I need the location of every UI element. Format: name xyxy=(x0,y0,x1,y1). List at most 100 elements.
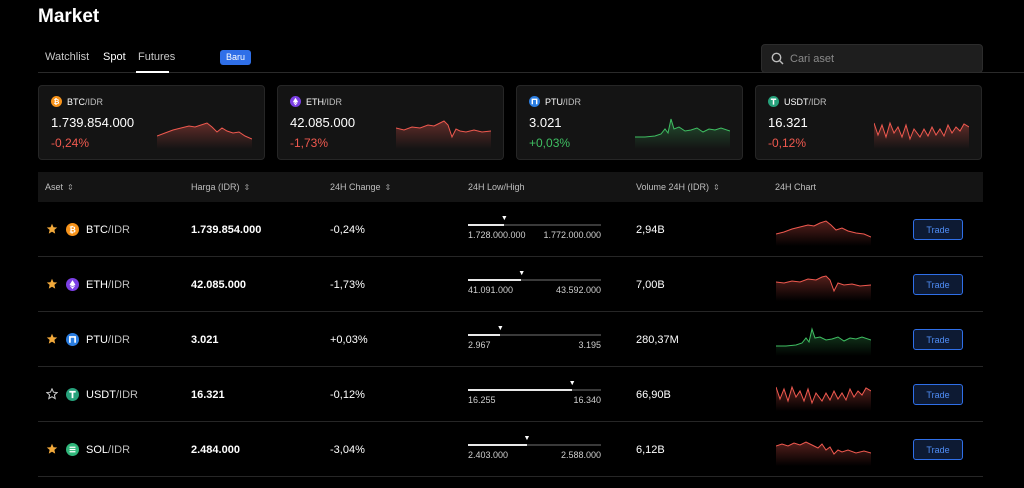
ptu-icon xyxy=(66,333,79,346)
sparkline-chart xyxy=(776,385,871,411)
asset-price: 42.085.000 xyxy=(191,279,247,291)
sparkline-chart xyxy=(874,121,969,149)
low-high-range: ▼ 2.403.000 2.588.000 xyxy=(468,434,601,464)
column-header-price[interactable]: Harga (IDR) ⇕ xyxy=(191,182,251,192)
range-marker-icon: ▼ xyxy=(568,380,576,387)
range-track xyxy=(468,279,601,281)
card-price: 42.085.000 xyxy=(290,115,356,130)
range-high: 43.592.000 xyxy=(555,285,601,295)
sparkline-chart xyxy=(776,220,871,246)
trade-button[interactable]: Trade xyxy=(913,384,963,405)
range-marker-icon: ▼ xyxy=(500,215,508,222)
card-pair: BTC/IDR xyxy=(67,97,103,107)
column-header-volume[interactable]: Volume 24H (IDR) ⇕ xyxy=(636,182,720,192)
table-row[interactable]: SOL/IDR 2.484.000 -3,04% ▼ 2.403.000 2.5… xyxy=(38,422,983,477)
column-header-change[interactable]: 24H Change ⇕ xyxy=(330,182,392,192)
star-icon[interactable] xyxy=(46,278,58,290)
svg-text:₿: ₿ xyxy=(54,98,60,106)
range-track xyxy=(468,444,601,446)
range-fill xyxy=(468,334,500,336)
star-outline-icon[interactable] xyxy=(46,388,58,400)
active-tab-indicator xyxy=(136,71,169,73)
range-high: 16.340 xyxy=(573,395,601,405)
ethereum-icon xyxy=(290,96,301,107)
sparkline-chart xyxy=(396,120,491,149)
range-high: 1.772.000.000 xyxy=(543,230,601,240)
asset-volume: 2,94B xyxy=(636,224,665,236)
card-change: -1,73% xyxy=(290,136,329,150)
range-fill xyxy=(468,389,572,391)
asset-pair: PTU/IDR xyxy=(86,334,130,346)
trade-button[interactable]: Trade xyxy=(913,439,963,460)
market-card-usdt[interactable]: USDT/IDR 16.321 -0,12% xyxy=(755,85,982,160)
range-track xyxy=(468,224,601,226)
market-tabs: Watchlist Spot Futures Baru xyxy=(38,46,1024,73)
table-row[interactable]: PTU/IDR 3.021 +0,03% ▼ 2.967 3.195 280,3… xyxy=(38,312,983,367)
table-row[interactable]: ETH/IDR 42.085.000 -1,73% ▼ 41.091.000 4… xyxy=(38,257,983,312)
card-price: 1.739.854.000 xyxy=(51,115,135,130)
range-low: 16.255 xyxy=(468,395,496,405)
asset-volume: 7,00B xyxy=(636,279,665,291)
asset-volume: 6,12B xyxy=(636,444,665,456)
sparkline-chart xyxy=(157,122,252,149)
tab-watchlist[interactable]: Watchlist xyxy=(45,51,90,63)
market-card-btc[interactable]: ₿ BTC/IDR 1.739.854.000 -0,24% xyxy=(38,85,265,160)
range-fill xyxy=(468,444,527,446)
column-header-asset[interactable]: Aset ⇕ xyxy=(45,182,74,192)
search-input[interactable] xyxy=(790,50,975,68)
asset-pair: USDT/IDR xyxy=(86,389,138,401)
sparkline-chart xyxy=(635,118,730,149)
card-price: 3.021 xyxy=(529,115,562,130)
sort-icon: ⇕ xyxy=(67,183,74,192)
table-row[interactable]: USDT/IDR 16.321 -0,12% ▼ 16.255 16.340 6… xyxy=(38,367,983,422)
trade-button[interactable]: Trade xyxy=(913,219,963,240)
sparkline-chart xyxy=(776,441,871,466)
card-change: -0,12% xyxy=(768,136,807,150)
card-pair: ETH/IDR xyxy=(306,97,342,107)
trade-button[interactable]: Trade xyxy=(913,274,963,295)
bitcoin-icon: ₿ xyxy=(51,96,62,107)
asset-change: -0,24% xyxy=(330,224,365,236)
range-low: 1.728.000.000 xyxy=(468,230,526,240)
low-high-range: ▼ 41.091.000 43.592.000 xyxy=(468,269,601,299)
market-card-eth[interactable]: ETH/IDR 42.085.000 -1,73% xyxy=(277,85,504,160)
range-fill xyxy=(468,224,504,226)
new-badge: Baru xyxy=(220,50,252,65)
range-marker-icon: ▼ xyxy=(496,325,504,332)
asset-change: +0,03% xyxy=(330,334,368,346)
asset-change: -1,73% xyxy=(330,279,365,291)
tab-futures[interactable]: Futures xyxy=(138,51,176,63)
star-icon[interactable] xyxy=(46,333,58,345)
card-change: -0,24% xyxy=(51,136,90,150)
ethereum-icon xyxy=(66,278,79,291)
trade-button[interactable]: Trade xyxy=(913,329,963,350)
range-track xyxy=(468,334,601,336)
market-card-ptu[interactable]: PTU/IDR 3.021 +0,03% xyxy=(516,85,743,160)
page-title: Market xyxy=(38,6,100,27)
asset-pair: BTC/IDR xyxy=(86,224,130,236)
market-table: Aset ⇕ Harga (IDR) ⇕ 24H Change ⇕ 24H Low/H… xyxy=(38,172,983,477)
range-high: 3.195 xyxy=(578,340,601,350)
table-row[interactable]: ₿ BTC/IDR 1.739.854.000 -0,24% ▼ 1.728.0… xyxy=(38,202,983,257)
column-header-chart: 24H Chart xyxy=(775,182,817,192)
asset-volume: 66,90B xyxy=(636,389,671,401)
sort-icon: ⇕ xyxy=(243,183,251,192)
star-icon[interactable] xyxy=(46,223,58,235)
low-high-range: ▼ 2.967 3.195 xyxy=(468,324,601,354)
asset-change: -0,12% xyxy=(330,389,365,401)
low-high-range: ▼ 1.728.000.000 1.772.000.000 xyxy=(468,214,601,244)
asset-price: 16.321 xyxy=(191,389,225,401)
search-box[interactable] xyxy=(761,44,983,73)
tether-icon xyxy=(768,96,779,107)
search-icon xyxy=(771,52,784,65)
bitcoin-icon: ₿ xyxy=(66,223,79,236)
asset-change: -3,04% xyxy=(330,444,365,456)
column-header-low-high: 24H Low/High xyxy=(468,182,525,192)
range-low: 41.091.000 xyxy=(468,285,514,295)
tab-spot[interactable]: Spot xyxy=(103,51,126,63)
low-high-range: ▼ 16.255 16.340 xyxy=(468,379,601,409)
star-icon[interactable] xyxy=(46,443,58,455)
table-header: Aset ⇕ Harga (IDR) ⇕ 24H Change ⇕ 24H Low/H… xyxy=(38,172,983,202)
asset-price: 3.021 xyxy=(191,334,219,346)
range-marker-icon: ▼ xyxy=(523,435,531,442)
